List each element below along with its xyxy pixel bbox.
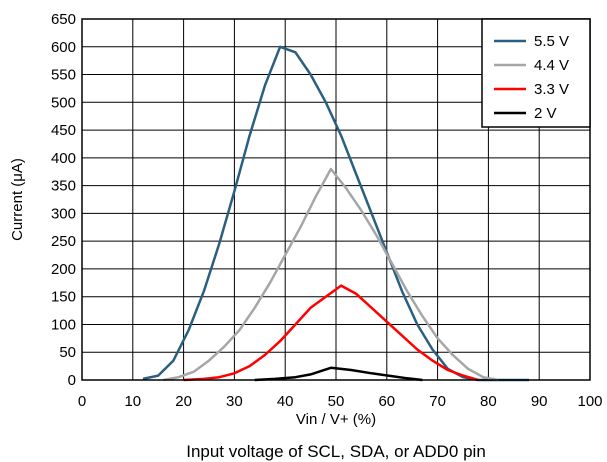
y-tick-label: 500 (51, 94, 76, 111)
y-tick-label: 600 (51, 39, 76, 56)
y-tick-label: 350 (51, 178, 76, 195)
x-tick-label: 60 (378, 393, 395, 410)
y-tick-label: 0 (68, 372, 76, 389)
x-tick-label: 100 (577, 393, 602, 410)
legend-label-1: 4.4 V (534, 57, 569, 74)
y-tick-label: 200 (51, 261, 76, 278)
y-tick-label: 150 (51, 289, 76, 306)
y-tick-label: 250 (51, 233, 76, 250)
series-lines (142, 45, 529, 382)
y-tick-label: 100 (51, 316, 76, 333)
y-axis-label: Current (μA) (9, 158, 26, 241)
y-tick-labels: 0 50 100 150 200 250 300 350 400 450 500 550 600 650 (51, 11, 76, 389)
series-line-3 (254, 366, 423, 382)
x-tick-label: 0 (78, 393, 86, 410)
x-tick-label: 40 (277, 393, 294, 410)
y-tick-label: 450 (51, 122, 76, 139)
y-tick-label: 300 (51, 205, 76, 222)
y-tick-label: 650 (51, 11, 76, 28)
x-tick-label: 50 (328, 393, 345, 410)
chart-caption: Input voltage of SCL, SDA, or ADD0 pin (186, 442, 486, 461)
legend: 5.5 V 4.4 V 3.3 V 2 V (481, 18, 591, 128)
plot-frame (81, 18, 591, 381)
y-tick-label: 550 (51, 67, 76, 84)
legend-label-2: 3.3 V (534, 81, 569, 98)
x-tick-label: 70 (429, 393, 446, 410)
y-tick-label: 400 (51, 150, 76, 167)
x-tick-label: 90 (531, 393, 548, 410)
x-tick-labels: 0 10 20 30 40 50 60 70 80 90 100 (78, 393, 603, 410)
x-tick-label: 20 (175, 393, 192, 410)
x-tick-label: 10 (124, 393, 141, 410)
series-line-2 (183, 284, 479, 382)
legend-label-0: 5.5 V (534, 33, 569, 50)
y-tick-label: 50 (59, 344, 76, 361)
x-tick-label: 30 (226, 393, 243, 410)
legend-box (481, 18, 591, 128)
series-line-1 (163, 167, 499, 382)
x-tick-label: 80 (480, 393, 497, 410)
legend-label-3: 2 V (534, 105, 557, 122)
x-axis-label: Vin / V+ (%) (296, 411, 376, 428)
